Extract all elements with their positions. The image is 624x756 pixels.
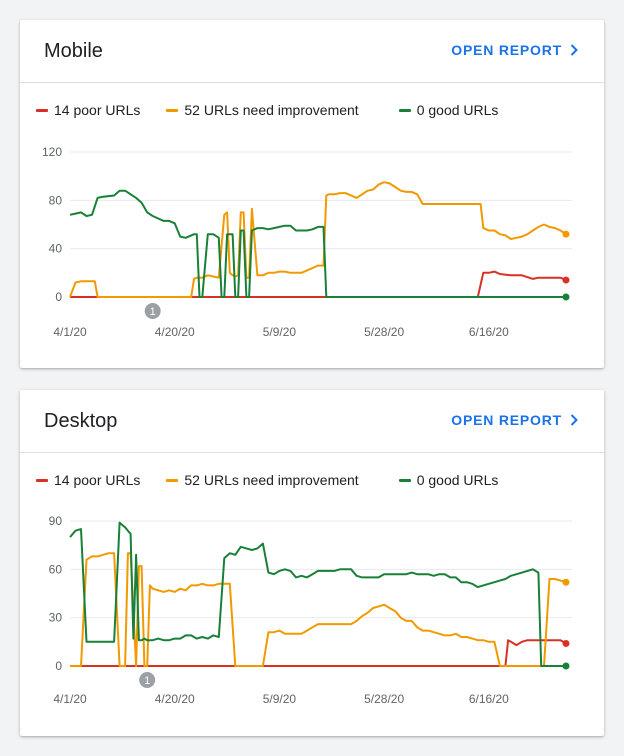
legend-swatch-needs-improvement bbox=[166, 108, 179, 112]
annotation-label: 1 bbox=[144, 675, 150, 687]
chart-legend: 14 poor URLs 52 URLs need improvement 0 … bbox=[36, 470, 498, 490]
y-tick-label: 40 bbox=[49, 242, 63, 256]
annotation-marker bbox=[139, 672, 156, 688]
series-line-2 bbox=[69, 521, 566, 667]
legend-swatch-good bbox=[398, 478, 411, 482]
series-line-0 bbox=[70, 639, 567, 667]
mobile-card: Mobile OPEN REPORT 14 poor URLs 52 URLs … bbox=[20, 20, 604, 368]
desktop-chart: 0 30 60 90 4/1/20 4/20/20 5/9/20 5/28/20 6/16/20… bbox=[49, 514, 572, 706]
desktop-card: Desktop OPEN REPORT 14 poor URLs 52 URLs… bbox=[20, 390, 604, 736]
legend-label-needs-improvement: 52 URLs need improvement bbox=[184, 472, 359, 488]
legend-label-good: 0 good URLs bbox=[416, 472, 499, 488]
chevron-right-icon bbox=[570, 414, 578, 426]
x-tick-label: 4/20/20 bbox=[155, 692, 195, 706]
y-tick-label: 0 bbox=[55, 290, 62, 304]
series-end-point-0 bbox=[562, 639, 570, 647]
legend-item-good[interactable]: 0 good URLs bbox=[398, 472, 499, 488]
series-end-point-2 bbox=[562, 662, 570, 670]
y-tick-label: 0 bbox=[55, 659, 62, 673]
legend-item-needs-improvement[interactable]: 52 URLs need improvement bbox=[166, 102, 359, 118]
legend-label-poor: 14 poor URLs bbox=[54, 102, 141, 118]
x-tick-label: 4/20/20 bbox=[155, 325, 195, 339]
series-end-point-1 bbox=[562, 230, 570, 238]
x-tick-label: 5/28/20 bbox=[364, 325, 404, 339]
legend-swatch-good bbox=[398, 108, 411, 112]
chart-legend: 14 poor URLs 52 URLs need improvement 0 … bbox=[36, 100, 498, 120]
card-header: Mobile OPEN REPORT bbox=[20, 20, 604, 83]
series-line-1 bbox=[69, 181, 567, 298]
legend-label-poor: 14 poor URLs bbox=[54, 472, 141, 488]
series-end-point-1 bbox=[562, 578, 570, 586]
legend-item-needs-improvement[interactable]: 52 URLs need improvement bbox=[166, 472, 359, 488]
y-tick-label: 90 bbox=[49, 514, 63, 528]
series-line-0 bbox=[70, 270, 567, 298]
chevron-right-icon bbox=[570, 44, 578, 56]
y-tick-label: 30 bbox=[49, 611, 63, 625]
annotation-label: 1 bbox=[150, 306, 156, 318]
legend-label-good: 0 good URLs bbox=[416, 102, 499, 118]
open-report-label: OPEN REPORT bbox=[451, 412, 562, 428]
card-title: Mobile bbox=[44, 40, 103, 62]
y-tick-label: 80 bbox=[49, 193, 63, 207]
series-line-1 bbox=[70, 552, 567, 667]
x-tick-label: 4/1/20 bbox=[53, 692, 87, 706]
x-tick-label: 6/16/20 bbox=[469, 692, 509, 706]
card-title: Desktop bbox=[44, 410, 118, 432]
series-line-2 bbox=[69, 189, 566, 298]
legend-swatch-needs-improvement bbox=[166, 478, 179, 482]
x-tick-label: 5/9/20 bbox=[263, 325, 297, 339]
legend-swatch-poor bbox=[36, 108, 48, 112]
mobile-chart: 0 40 80 120 4/1/20 4/20/20 5/9/20 5/28/20 6/16/2… bbox=[42, 145, 572, 339]
open-report-button[interactable]: OPEN REPORT bbox=[451, 412, 578, 428]
open-report-button[interactable]: OPEN REPORT bbox=[451, 42, 578, 58]
series-end-point-2 bbox=[562, 293, 570, 301]
y-tick-label: 60 bbox=[49, 562, 63, 576]
legend-label-needs-improvement: 52 URLs need improvement bbox=[184, 102, 359, 118]
x-tick-label: 6/16/20 bbox=[469, 325, 509, 339]
series-end-point-0 bbox=[562, 276, 570, 284]
legend-swatch-poor bbox=[36, 478, 48, 482]
legend-item-poor[interactable]: 14 poor URLs bbox=[36, 102, 140, 118]
annotation-marker bbox=[144, 303, 161, 319]
x-tick-label: 4/1/20 bbox=[53, 325, 87, 339]
open-report-label: OPEN REPORT bbox=[451, 42, 562, 58]
card-header: Desktop OPEN REPORT bbox=[20, 390, 604, 453]
x-tick-label: 5/28/20 bbox=[364, 692, 404, 706]
y-tick-label: 120 bbox=[42, 145, 62, 159]
x-tick-label: 5/9/20 bbox=[263, 692, 297, 706]
legend-item-good[interactable]: 0 good URLs bbox=[398, 102, 499, 118]
legend-item-poor[interactable]: 14 poor URLs bbox=[36, 472, 140, 488]
